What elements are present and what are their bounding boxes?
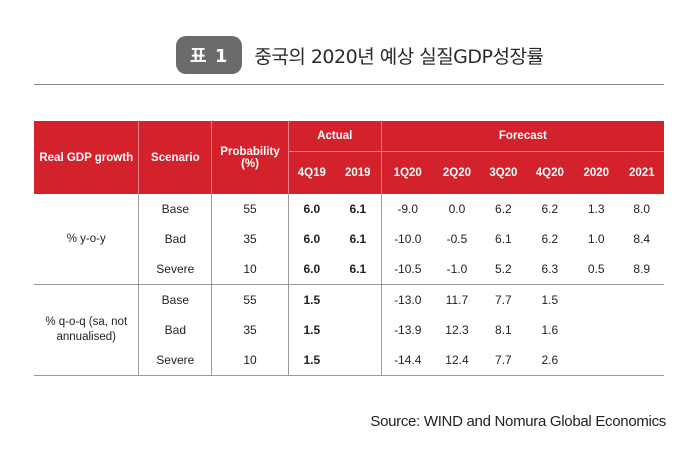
value-cell: -0.5 bbox=[446, 232, 468, 246]
value-cell: 6.2 bbox=[541, 232, 559, 246]
value-cell: 6.1 bbox=[349, 232, 367, 246]
value-cell bbox=[619, 285, 664, 316]
value-cell: 1.5 bbox=[287, 284, 335, 315]
value-cell: 6.0 bbox=[287, 224, 335, 254]
header-period: 1Q20 bbox=[380, 151, 434, 194]
value-cell: 6.1 bbox=[349, 202, 367, 216]
probability-cell: 55 bbox=[211, 194, 289, 224]
value-cell: 0.5 bbox=[573, 254, 620, 285]
value-cell: 1.5 bbox=[287, 345, 335, 376]
title-divider bbox=[34, 84, 664, 85]
value-cell: -13.0 bbox=[380, 284, 434, 315]
value-cell bbox=[573, 345, 620, 376]
value-cell: 6.2 bbox=[495, 202, 512, 216]
gdp-forecast-table: Real GDP growth Scenario Probability (%)… bbox=[34, 121, 664, 376]
page-title: 중국의 2020년 예상 실질GDP성장률 bbox=[254, 45, 544, 68]
value-cell bbox=[573, 285, 619, 316]
table-row: % y-o-y Base 55 6.0 6.1 -9.0 0.0 6.2 6.2 1.3 8.0 bbox=[34, 194, 664, 285]
value-cell: 12.3 bbox=[445, 323, 469, 337]
value-cell: -13.9 bbox=[380, 315, 434, 345]
value-cell bbox=[335, 285, 381, 316]
header-scenario: Scenario bbox=[138, 121, 212, 194]
table-badge: 표 1 bbox=[176, 36, 243, 74]
scenario-cell: Base bbox=[138, 194, 212, 224]
value-cell: 1.3 bbox=[587, 202, 605, 216]
table-row: Severe 10 6.0 6.1 -10.5 -1.0 5.2 6.3 0.5 8.9 bbox=[34, 254, 664, 285]
header-probability: Probability (%) bbox=[211, 121, 289, 194]
value-cell: 7.7 bbox=[495, 293, 512, 307]
header-actual: Actual bbox=[287, 121, 382, 152]
probability-cell: 35 bbox=[211, 315, 289, 345]
header-period: 3Q20 bbox=[480, 151, 527, 194]
probability-cell: 55 bbox=[211, 284, 289, 315]
group-label: % y-o-y bbox=[34, 194, 139, 285]
value-cell: 11.7 bbox=[445, 293, 469, 307]
value-cell bbox=[335, 315, 381, 345]
value-cell: -1.0 bbox=[433, 254, 481, 285]
scenario-cell: Base bbox=[138, 284, 212, 315]
value-cell: -10.5 bbox=[380, 254, 434, 285]
scenario-cell: Severe bbox=[138, 345, 212, 376]
probability-cell: 10 bbox=[211, 254, 289, 285]
header-real-gdp: Real GDP growth bbox=[34, 121, 139, 194]
table-row: % q-o-q (sa, not annualised) Base 55 1.5 -13… bbox=[34, 284, 664, 376]
value-cell: 6.2 bbox=[541, 202, 559, 216]
value-cell: 8.9 bbox=[619, 254, 664, 285]
value-cell: 7.7 bbox=[480, 345, 527, 376]
value-cell: 12.4 bbox=[433, 345, 481, 376]
value-cell bbox=[334, 345, 382, 376]
value-cell: 6.0 bbox=[287, 254, 335, 285]
value-cell bbox=[619, 315, 664, 345]
value-cell: 8.4 bbox=[633, 232, 651, 246]
value-cell: 5.2 bbox=[480, 254, 527, 285]
source-note: Source: WIND and Nomura Global Economics bbox=[370, 413, 666, 430]
header-period: 2020 bbox=[573, 151, 620, 194]
scenario-cell: Bad bbox=[138, 224, 212, 254]
value-cell: 0.0 bbox=[448, 202, 466, 216]
value-cell: 1.5 bbox=[541, 293, 559, 307]
value-cell: 8.0 bbox=[633, 202, 651, 216]
value-cell: 2.6 bbox=[526, 345, 574, 376]
value-cell: -10.0 bbox=[380, 224, 434, 254]
header-period: 2019 bbox=[334, 151, 382, 194]
value-cell: 1.6 bbox=[541, 323, 559, 337]
header-forecast: Forecast bbox=[380, 121, 664, 152]
scenario-cell: Bad bbox=[138, 315, 212, 345]
value-cell: 6.1 bbox=[495, 232, 512, 246]
value-cell: -14.4 bbox=[380, 345, 434, 376]
header-period: 4Q19 bbox=[287, 151, 335, 194]
value-cell bbox=[573, 315, 619, 345]
value-cell: -9.0 bbox=[380, 194, 434, 224]
value-cell bbox=[619, 345, 664, 376]
value-cell: 6.1 bbox=[334, 254, 382, 285]
header-period: 2Q20 bbox=[433, 151, 481, 194]
probability-cell: 10 bbox=[211, 345, 289, 376]
value-cell: 6.3 bbox=[526, 254, 574, 285]
value-cell: 1.0 bbox=[587, 232, 605, 246]
title-row: 표 1 중국의 2020년 예상 실질GDP성장률 bbox=[176, 36, 544, 74]
table-row: Bad 35 6.0 6.1 -10.0 -0.5 6.1 6.2 1.0 8.4 bbox=[34, 224, 664, 254]
probability-cell: 35 bbox=[211, 224, 289, 254]
table-row: Severe 10 1.5 -14.4 12.4 7.7 2.6 bbox=[34, 345, 664, 376]
group-label: % q-o-q (sa, not annualised) bbox=[34, 284, 139, 376]
scenario-cell: Severe bbox=[138, 254, 212, 285]
header-period: 4Q20 bbox=[526, 151, 574, 194]
value-cell: 6.0 bbox=[287, 194, 335, 224]
table-row: Bad 35 1.5 -13.9 12.3 8.1 1.6 bbox=[34, 315, 664, 345]
value-cell: 8.1 bbox=[495, 323, 512, 337]
value-cell: 1.5 bbox=[287, 315, 335, 345]
header-period: 2021 bbox=[619, 151, 664, 194]
